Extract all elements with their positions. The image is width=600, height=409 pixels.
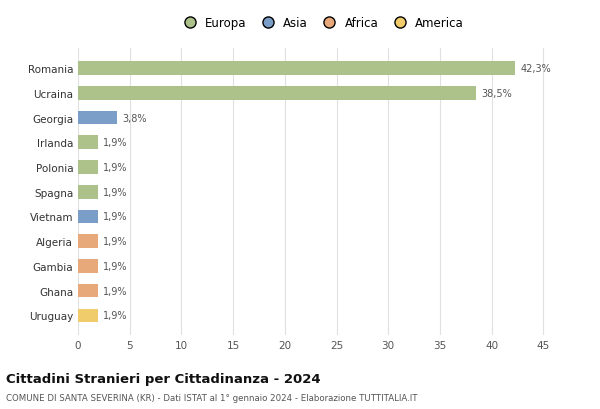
Text: 38,5%: 38,5% <box>481 89 512 99</box>
Text: COMUNE DI SANTA SEVERINA (KR) - Dati ISTAT al 1° gennaio 2024 - Elaborazione TUT: COMUNE DI SANTA SEVERINA (KR) - Dati IST… <box>6 393 418 402</box>
Legend: Europa, Asia, Africa, America: Europa, Asia, Africa, America <box>173 12 469 34</box>
Bar <box>78 185 98 199</box>
Text: 3,8%: 3,8% <box>122 113 147 123</box>
Text: 1,9%: 1,9% <box>103 138 127 148</box>
Text: 1,9%: 1,9% <box>103 310 127 321</box>
Bar <box>78 62 515 76</box>
Text: Cittadini Stranieri per Cittadinanza - 2024: Cittadini Stranieri per Cittadinanza - 2… <box>6 372 320 385</box>
Text: 1,9%: 1,9% <box>103 187 127 197</box>
Text: 1,9%: 1,9% <box>103 286 127 296</box>
Bar <box>78 136 98 150</box>
Text: 1,9%: 1,9% <box>103 212 127 222</box>
Bar <box>78 111 117 125</box>
Bar <box>78 309 98 322</box>
Bar <box>78 161 98 174</box>
Bar <box>78 210 98 224</box>
Text: 1,9%: 1,9% <box>103 261 127 271</box>
Text: 1,9%: 1,9% <box>103 162 127 173</box>
Bar <box>78 284 98 298</box>
Bar <box>78 259 98 273</box>
Bar <box>78 87 476 100</box>
Bar <box>78 235 98 248</box>
Text: 1,9%: 1,9% <box>103 236 127 247</box>
Text: 42,3%: 42,3% <box>521 64 551 74</box>
